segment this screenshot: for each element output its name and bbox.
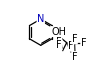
Text: OH: OH	[51, 27, 66, 37]
Text: F: F	[80, 38, 86, 48]
Text: F: F	[56, 40, 61, 50]
Text: F: F	[71, 34, 77, 44]
Text: N: N	[37, 14, 44, 24]
Text: F: F	[68, 41, 73, 51]
Text: F: F	[71, 52, 77, 62]
Text: F: F	[56, 37, 61, 47]
